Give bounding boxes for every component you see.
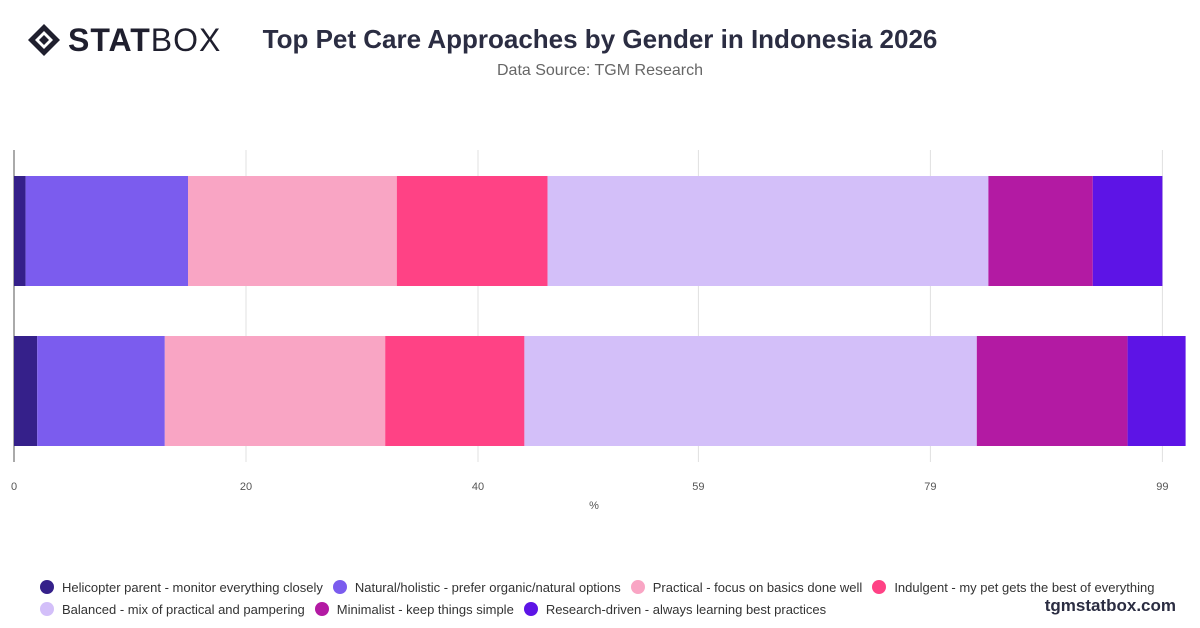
legend-item: Research-driven - always learning best p… [523, 600, 827, 618]
legend-label: Helicopter parent - monitor everything c… [62, 579, 323, 595]
x-tick-label: 59 [692, 481, 704, 493]
legend-label: Balanced - mix of practical and pamperin… [62, 601, 305, 617]
legend-label: Minimalist - keep things simple [336, 601, 514, 617]
x-tick-label: 0 [11, 481, 17, 493]
bar-segment [14, 336, 38, 446]
stacked-bar-chart: 0 20 40 59 79 99% [11, 150, 1186, 512]
bar-segment [164, 336, 386, 446]
legend-swatch [40, 580, 54, 594]
bar-segment [188, 176, 397, 286]
logo-bold-text: STAT [68, 21, 151, 58]
bar-segment [396, 176, 548, 286]
legend-swatch [523, 602, 538, 616]
x-axis-label: % [589, 500, 599, 512]
legend-label: Practical - focus on basics done well [652, 579, 863, 595]
legend-label: Natural/holistic - prefer organic/natura… [354, 579, 621, 595]
logo-wordmark: STATBOX [68, 22, 221, 59]
legend-swatch [40, 602, 54, 616]
watermark: tgmstatbox.com [1044, 596, 1176, 615]
bar-segment [1092, 176, 1163, 286]
legend-swatch [332, 580, 347, 594]
legend-item: Balanced - mix of practical and pamperin… [40, 600, 305, 618]
bar-segment [14, 176, 26, 286]
chart-legend: Helicopter parent - monitor everything c… [40, 578, 1170, 618]
bar-segment [37, 336, 165, 446]
legend-item: Practical - focus on basics done well [630, 578, 863, 596]
bar-segment [1127, 336, 1186, 446]
legend-label: Research-driven - always learning best p… [545, 601, 827, 617]
legend-item: Minimalist - keep things simple [314, 600, 514, 618]
bar-segment [25, 176, 188, 286]
legend-swatch [630, 580, 645, 594]
x-tick-label: 20 [240, 481, 252, 493]
diamond-logo-icon [28, 24, 60, 56]
bar-segment [524, 336, 977, 446]
bar-segment [547, 176, 989, 286]
logo-light-text: BOX [150, 21, 222, 58]
bar-segment [988, 176, 1093, 286]
legend-item: Helicopter parent - monitor everything c… [40, 578, 323, 596]
legend-item: Natural/holistic - prefer organic/natura… [332, 578, 621, 596]
legend-label: Indulgent - my pet gets the best of ever… [894, 579, 1155, 595]
chart-title: Top Pet Care Approaches by Gender in Ind… [262, 24, 938, 54]
x-tick-label: 79 [924, 481, 936, 493]
legend-swatch [872, 580, 887, 594]
x-tick-label: 40 [472, 481, 484, 493]
x-tick-label: 99 [1156, 481, 1168, 493]
bar-segment [385, 336, 525, 446]
statbox-logo: STATBOX [26, 22, 221, 58]
chart-subtitle: Data Source: TGM Research [496, 62, 703, 79]
legend-item: Indulgent - my pet gets the best of ever… [872, 578, 1154, 596]
bar-segment [976, 336, 1128, 446]
legend-swatch [314, 602, 329, 616]
